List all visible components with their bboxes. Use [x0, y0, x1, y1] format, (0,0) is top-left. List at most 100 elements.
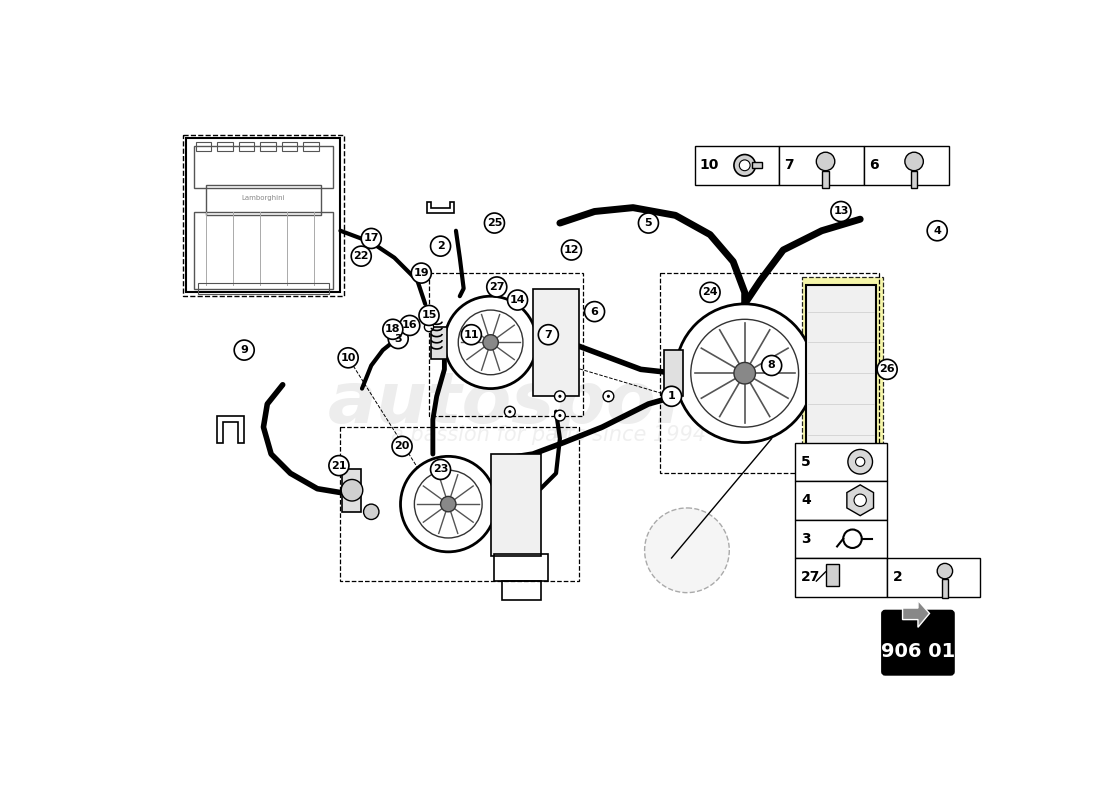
Text: 6: 6: [869, 158, 878, 172]
Text: 5: 5: [645, 218, 652, 228]
Text: 4: 4: [801, 494, 811, 507]
Text: 21: 21: [331, 461, 346, 470]
Bar: [887, 558, 979, 597]
Bar: [825, 564, 839, 586]
Bar: [206, 185, 321, 215]
Circle shape: [505, 406, 515, 417]
Bar: [195, 146, 332, 188]
Circle shape: [392, 436, 412, 456]
Bar: [660, 273, 880, 474]
Bar: [239, 142, 254, 151]
Text: 17: 17: [363, 234, 379, 243]
Text: a passion for parts since 1994: a passion for parts since 1994: [390, 425, 706, 445]
Circle shape: [734, 362, 756, 384]
Circle shape: [937, 563, 953, 578]
Circle shape: [486, 277, 507, 297]
Bar: [342, 470, 361, 512]
Circle shape: [351, 246, 372, 266]
Polygon shape: [847, 485, 873, 516]
Bar: [752, 162, 761, 168]
Bar: [282, 142, 297, 151]
Circle shape: [338, 348, 359, 368]
Bar: [218, 142, 233, 151]
Bar: [911, 170, 917, 188]
Circle shape: [700, 282, 720, 302]
Circle shape: [607, 394, 609, 398]
Circle shape: [761, 355, 782, 375]
Bar: [695, 146, 779, 185]
Bar: [430, 327, 448, 359]
Circle shape: [538, 325, 559, 345]
Text: 15: 15: [421, 310, 437, 321]
Bar: [794, 519, 887, 558]
Text: 24: 24: [702, 287, 718, 298]
Bar: [794, 442, 887, 481]
Bar: [664, 350, 683, 396]
Text: 27: 27: [801, 570, 821, 584]
Circle shape: [734, 154, 756, 176]
Polygon shape: [902, 600, 930, 627]
Bar: [341, 427, 580, 581]
Bar: [794, 481, 887, 519]
Circle shape: [877, 359, 898, 379]
Circle shape: [739, 160, 750, 170]
Text: Lamborghini: Lamborghini: [242, 195, 285, 202]
Text: 22: 22: [353, 251, 369, 261]
Bar: [823, 170, 828, 188]
Text: 27: 27: [490, 282, 505, 292]
Circle shape: [444, 296, 537, 389]
Bar: [865, 146, 949, 185]
Bar: [806, 285, 876, 462]
Text: 4: 4: [933, 226, 942, 236]
Circle shape: [559, 394, 561, 398]
Circle shape: [400, 456, 496, 552]
Text: 13: 13: [834, 206, 848, 217]
Text: 11: 11: [463, 330, 480, 340]
Circle shape: [584, 302, 605, 322]
Text: 9: 9: [240, 345, 249, 355]
Bar: [794, 558, 887, 597]
Bar: [942, 578, 948, 598]
Text: 19: 19: [414, 268, 429, 278]
Bar: [495, 554, 548, 581]
Circle shape: [848, 450, 872, 474]
Text: 7: 7: [784, 158, 793, 172]
Circle shape: [363, 504, 378, 519]
Circle shape: [559, 414, 561, 417]
Circle shape: [638, 213, 659, 233]
Circle shape: [329, 455, 349, 476]
Text: 3: 3: [801, 532, 811, 546]
Bar: [186, 138, 341, 292]
Circle shape: [830, 202, 851, 222]
Bar: [304, 142, 319, 151]
Bar: [534, 289, 580, 396]
Circle shape: [561, 240, 582, 260]
Text: 1: 1: [668, 391, 675, 402]
Text: autosports: autosports: [328, 370, 769, 438]
Text: 26: 26: [879, 364, 895, 374]
Text: 25: 25: [487, 218, 502, 228]
Circle shape: [508, 410, 512, 414]
Circle shape: [507, 290, 528, 310]
Text: 14: 14: [509, 295, 526, 305]
Text: 18: 18: [385, 324, 400, 334]
Bar: [261, 142, 276, 151]
Text: 7: 7: [544, 330, 552, 340]
Bar: [803, 277, 883, 470]
Circle shape: [661, 386, 682, 406]
Text: 6: 6: [591, 306, 598, 317]
Circle shape: [341, 479, 363, 501]
Circle shape: [234, 340, 254, 360]
Circle shape: [554, 410, 565, 421]
Text: 2: 2: [437, 241, 444, 251]
Circle shape: [399, 315, 420, 335]
Circle shape: [430, 459, 451, 479]
Text: 3: 3: [395, 334, 402, 343]
Text: 10: 10: [700, 158, 718, 172]
Circle shape: [411, 263, 431, 283]
FancyBboxPatch shape: [882, 610, 954, 674]
Circle shape: [461, 325, 482, 345]
Text: 16: 16: [402, 321, 418, 330]
Circle shape: [645, 508, 729, 593]
Bar: [492, 454, 541, 556]
